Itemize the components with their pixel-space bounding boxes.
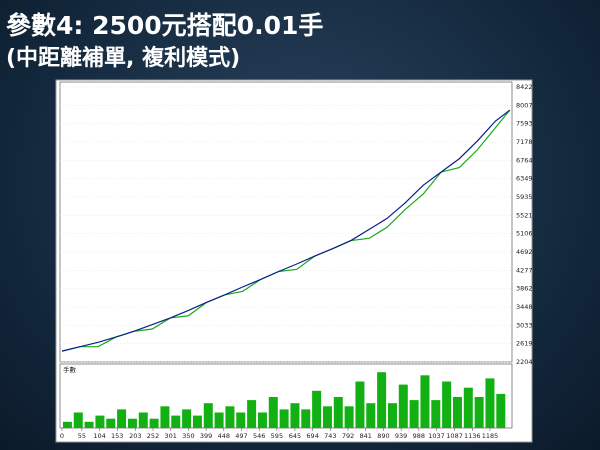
x-tick-label: 399 xyxy=(200,432,212,440)
bar xyxy=(387,403,397,428)
bar xyxy=(290,403,300,428)
upper-panel xyxy=(59,81,513,363)
x-tick-label: 301 xyxy=(164,432,176,440)
y-tick-label: 7178 xyxy=(516,138,533,146)
bar xyxy=(355,381,365,428)
bar xyxy=(442,381,452,428)
bar xyxy=(117,409,127,428)
bar xyxy=(203,403,213,428)
bar xyxy=(127,418,137,428)
bar xyxy=(106,418,116,428)
bar xyxy=(160,406,170,428)
bar xyxy=(236,412,246,428)
bar xyxy=(149,418,159,428)
bar xyxy=(485,378,495,428)
bar xyxy=(268,397,278,428)
x-tick-label: 497 xyxy=(235,432,247,440)
bar xyxy=(171,415,181,428)
series-line xyxy=(61,109,511,352)
bar xyxy=(431,400,441,428)
bar xyxy=(463,387,473,428)
bar xyxy=(225,406,235,428)
bar xyxy=(398,384,408,428)
y-tick-label: 2204 xyxy=(516,358,533,366)
panel-label: 手數 xyxy=(63,365,77,374)
x-tick-label: 448 xyxy=(218,432,230,440)
y-tick-label: 5106 xyxy=(516,230,533,238)
x-tick-label: 252 xyxy=(147,432,159,440)
x-tick-label: 1136 xyxy=(464,432,481,440)
y-tick-label: 6349 xyxy=(516,175,533,183)
bar xyxy=(73,412,83,428)
x-tick-label: 1185 xyxy=(482,432,499,440)
y-tick-label: 4692 xyxy=(516,248,533,256)
bar xyxy=(344,406,354,428)
bar xyxy=(333,397,343,428)
bar xyxy=(496,393,506,428)
bar xyxy=(138,412,148,428)
bar xyxy=(192,415,202,428)
bar xyxy=(420,375,430,428)
bar xyxy=(409,400,419,428)
bar xyxy=(366,403,376,428)
y-tick-label: 8007 xyxy=(516,101,533,109)
y-tick-label: 4277 xyxy=(516,266,533,274)
bar xyxy=(377,372,387,428)
x-tick-label: 203 xyxy=(129,432,141,440)
bar xyxy=(312,390,322,428)
y-tick-label: 5521 xyxy=(516,211,533,219)
y-tick-label: 3862 xyxy=(516,285,533,293)
x-tick-label: 988 xyxy=(413,432,425,440)
bar xyxy=(84,421,94,428)
bar xyxy=(257,412,267,428)
bar xyxy=(452,397,462,428)
x-tick-label: 546 xyxy=(253,432,265,440)
x-tick-label: 792 xyxy=(342,432,354,440)
x-tick-label: 1037 xyxy=(428,432,445,440)
y-tick-label: 2619 xyxy=(516,340,533,348)
bar xyxy=(247,400,257,428)
y-tick-label: 8422 xyxy=(516,83,533,91)
x-tick-label: 350 xyxy=(182,432,194,440)
x-tick-label: 841 xyxy=(360,432,372,440)
series-line xyxy=(61,109,511,352)
y-tick-label: 5935 xyxy=(516,193,533,201)
bar xyxy=(322,406,332,428)
x-tick-label: 645 xyxy=(289,432,301,440)
bar xyxy=(214,412,224,428)
y-tick-label: 6764 xyxy=(516,156,533,164)
bar xyxy=(474,397,484,428)
x-tick-label: 0 xyxy=(60,432,64,440)
bar xyxy=(301,409,311,428)
slide-title: 參數4: 2500元搭配0.01手 xyxy=(6,11,324,40)
y-tick-label: 7593 xyxy=(516,120,533,128)
x-tick-label: 595 xyxy=(271,432,283,440)
bar xyxy=(95,415,105,428)
x-tick-label: 890 xyxy=(377,432,389,440)
bar xyxy=(182,409,192,428)
bar xyxy=(279,409,289,428)
x-tick-label: 104 xyxy=(93,432,105,440)
x-tick-label: 1087 xyxy=(446,432,463,440)
y-tick-label: 3033 xyxy=(516,321,533,329)
x-tick-label: 55 xyxy=(78,432,86,440)
x-tick-label: 153 xyxy=(111,432,123,440)
x-tick-label: 743 xyxy=(324,432,336,440)
x-tick-label: 694 xyxy=(306,432,318,440)
y-tick-label: 3448 xyxy=(516,303,533,311)
x-tick-label: 939 xyxy=(395,432,407,440)
slide-subtitle: (中距離補單, 複利模式) xyxy=(6,46,241,71)
bar xyxy=(62,421,72,428)
